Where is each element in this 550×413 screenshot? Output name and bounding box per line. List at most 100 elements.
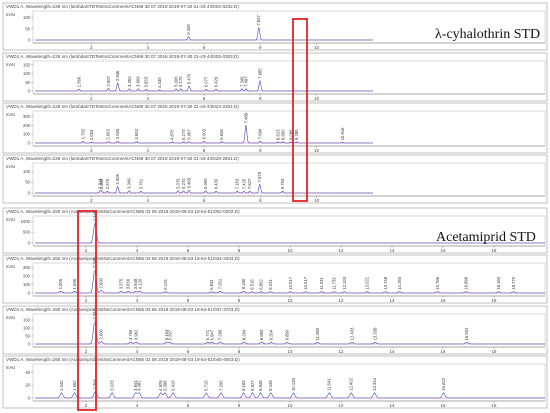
y-unit-label: mAU bbox=[6, 365, 15, 370]
peak-apex bbox=[94, 223, 96, 224]
plot-area bbox=[32, 363, 546, 402]
peak-label: 12.133 bbox=[342, 276, 347, 289]
peak-label: 2.603 bbox=[106, 129, 111, 140]
peak-label: 4.430 bbox=[157, 77, 162, 88]
peak-label: 8.516 bbox=[250, 279, 255, 290]
x-tick-label: 18 bbox=[492, 248, 497, 253]
peak-apex bbox=[249, 190, 251, 192]
y-tick-label: 150 bbox=[23, 318, 31, 323]
peak-label: 3.375 bbox=[118, 278, 123, 289]
peak-apex bbox=[245, 124, 247, 126]
y-tick-label: 50 bbox=[25, 180, 30, 185]
peak-apex bbox=[145, 89, 147, 90]
peak-apex bbox=[100, 290, 102, 291]
peak-apex bbox=[259, 140, 261, 142]
peak-label: 9.241 bbox=[268, 279, 273, 290]
x-tick-label: 6 bbox=[187, 403, 190, 408]
panel-header: VWD1 A, Wavelength=250 nm (AcetamipridTe… bbox=[6, 307, 240, 312]
peak-label: 7.346 bbox=[239, 76, 244, 87]
x-tick-label: 10 bbox=[288, 298, 293, 303]
x-tick-label: 12 bbox=[339, 349, 344, 354]
peak-apex bbox=[465, 291, 467, 293]
peak-apex bbox=[277, 141, 279, 143]
chromatogram-panel: VWD1 A, Wavelength=226 nm (lambdaSTDTest… bbox=[2, 2, 548, 51]
peak-label: 3.944 bbox=[133, 380, 138, 391]
peak-label: 10.135 bbox=[291, 377, 296, 390]
x-tick-label: 14 bbox=[390, 298, 395, 303]
peak-label: 3.656 bbox=[126, 278, 131, 289]
peak-apex bbox=[513, 291, 515, 293]
peak-label: 5.076 bbox=[175, 178, 180, 189]
x-tick-label: 2 bbox=[90, 45, 93, 50]
peak-label: 3.669 bbox=[136, 76, 141, 87]
y-tick-label: 500 bbox=[23, 230, 31, 235]
peak-apex bbox=[251, 291, 253, 293]
peak-label: 1.040 bbox=[59, 380, 64, 391]
y-tick-label: 300 bbox=[23, 265, 31, 270]
peak-label: 5.124 bbox=[163, 279, 168, 290]
peak-label: 7.497 bbox=[244, 76, 249, 87]
y-unit-label: mAU bbox=[6, 112, 15, 117]
x-tick-label: 10 bbox=[288, 349, 293, 354]
peak-apex bbox=[351, 342, 353, 343]
peak-apex bbox=[107, 141, 109, 143]
peak-label: 6.771 bbox=[205, 329, 210, 340]
peak-apex bbox=[129, 88, 130, 90]
panel-header: VWD1 A, Wavelength=226 nm (lambdaSTDTest… bbox=[6, 54, 239, 59]
peak-apex bbox=[164, 392, 166, 394]
peak-apex bbox=[203, 141, 205, 142]
peak-label: 18.184 bbox=[496, 276, 501, 289]
acetamiprid-highlight-box bbox=[77, 210, 97, 411]
peak-label: 6.077 bbox=[204, 76, 209, 87]
y-tick-label: 0 bbox=[28, 89, 31, 94]
x-tick-label: 4 bbox=[136, 248, 139, 253]
peak-label: 2.600 bbox=[99, 328, 104, 339]
cyhalothrin-highlight-box bbox=[292, 18, 308, 202]
peak-apex bbox=[166, 341, 168, 343]
peak-label: 9.890 bbox=[285, 329, 290, 340]
peak-label: 1.556 bbox=[72, 278, 77, 289]
peak-apex bbox=[61, 392, 62, 394]
peak-apex bbox=[296, 141, 297, 143]
peak-apex bbox=[135, 290, 137, 292]
peak-apex bbox=[183, 141, 184, 143]
plot-area bbox=[32, 10, 546, 44]
peak-apex bbox=[219, 341, 221, 343]
peak-label: 13.021 bbox=[364, 276, 369, 289]
peak-label: 3.603 bbox=[134, 129, 139, 140]
peak-label: 5.272 bbox=[181, 178, 186, 189]
y-tick-label: 1000 bbox=[21, 219, 31, 224]
x-tick-label: 4 bbox=[136, 298, 139, 303]
peak-label: 10.617 bbox=[303, 276, 308, 289]
x-tick-label: 10 bbox=[288, 403, 293, 408]
peak-label: 6.060 bbox=[203, 178, 208, 189]
y-tick-label: 50 bbox=[25, 26, 30, 31]
peak-apex bbox=[60, 290, 62, 292]
peak-label: 5.164 bbox=[164, 329, 169, 340]
plot-area bbox=[32, 313, 546, 348]
peak-apex bbox=[91, 141, 92, 143]
peak-apex bbox=[165, 291, 167, 293]
x-tick-label: 12 bbox=[339, 403, 344, 408]
peak-label: 8.180 bbox=[241, 278, 246, 289]
peak-apex bbox=[94, 321, 96, 322]
panel-header: VWD1 A, Wavelength=250 nm (AcetamipridTe… bbox=[6, 357, 240, 362]
peak-label: 13.339 bbox=[373, 327, 378, 340]
peak-label: 5.470 bbox=[186, 73, 191, 84]
peak-label: 4.876 bbox=[170, 129, 175, 140]
peak-apex bbox=[205, 190, 207, 192]
peak-apex bbox=[259, 80, 261, 82]
x-tick-label: 4 bbox=[146, 198, 149, 203]
peak-label: 6.429 bbox=[213, 76, 218, 87]
peak-label: 16.931 bbox=[464, 327, 469, 340]
peak-apex bbox=[180, 88, 182, 90]
chromatogram-panel: VWD1 A, Wavelength=250 nm (AcetamipridTe… bbox=[2, 355, 548, 409]
peak-label: 8.527 bbox=[250, 380, 255, 391]
peak-label: 8.623 bbox=[275, 129, 280, 140]
peak-label: 6.003 bbox=[201, 128, 206, 139]
x-tick-label: 4 bbox=[146, 45, 149, 50]
chromatogram-trace bbox=[35, 223, 545, 244]
peak-label: 2.342 bbox=[92, 308, 97, 319]
peak-apex bbox=[117, 82, 119, 84]
